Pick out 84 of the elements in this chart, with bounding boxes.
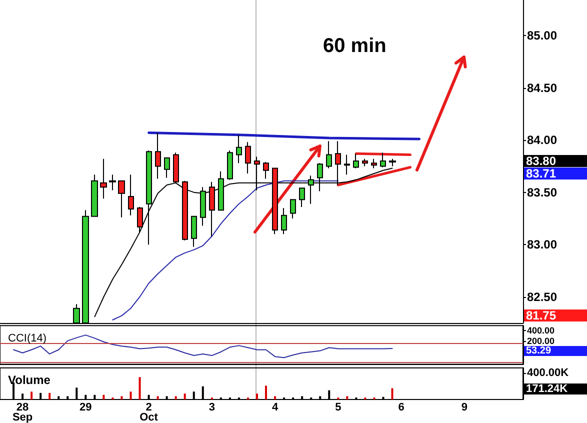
candlestick xyxy=(100,158,107,200)
x-tick-label: 6 xyxy=(398,402,404,414)
candlestick xyxy=(91,174,98,217)
candlestick xyxy=(281,208,287,235)
bar xyxy=(274,396,276,400)
candlestick xyxy=(164,157,170,178)
candlestick xyxy=(218,170,224,211)
bar xyxy=(58,396,60,400)
bar xyxy=(174,396,177,400)
candlestick xyxy=(227,150,233,180)
candlestick xyxy=(263,162,269,180)
bar xyxy=(30,392,33,400)
text: 60 min xyxy=(323,35,386,57)
y-tick-label: 82.50 xyxy=(527,290,558,304)
x-tick-label: 2 Oct xyxy=(140,402,158,423)
bar xyxy=(382,396,384,400)
bar xyxy=(76,388,78,400)
bar xyxy=(319,396,322,400)
x-tick-label: 4 xyxy=(272,402,279,414)
candlestick xyxy=(308,175,314,204)
y-tick-label: 83.00 xyxy=(527,238,558,252)
bar xyxy=(391,388,394,400)
candlestick xyxy=(209,181,215,237)
candlestick xyxy=(118,180,125,218)
candlestick xyxy=(362,158,368,167)
bar xyxy=(40,392,42,400)
y-tick-label: 84.50 xyxy=(527,80,558,95)
bar xyxy=(192,392,195,400)
text: 83.80 xyxy=(526,154,556,168)
bar xyxy=(48,392,51,400)
candlestick xyxy=(353,153,359,169)
text: 171.24K xyxy=(526,383,568,395)
bar xyxy=(156,396,159,400)
candlestick xyxy=(299,188,305,208)
y-tick-label: 200.00 xyxy=(527,336,555,346)
candlestick xyxy=(109,174,116,191)
candlestick xyxy=(245,142,251,174)
text: 83.71 xyxy=(526,166,556,180)
candlestick xyxy=(236,134,242,164)
bar xyxy=(166,396,168,400)
y-tick-label: 85.00 xyxy=(527,28,558,43)
line-series xyxy=(112,180,339,320)
bar xyxy=(202,386,204,400)
x-tick-label: 29 xyxy=(80,402,92,414)
bar xyxy=(301,396,304,400)
candlestick xyxy=(344,154,350,176)
bar xyxy=(138,377,141,400)
candlestick xyxy=(371,158,377,169)
bar xyxy=(94,394,96,400)
candlestick xyxy=(380,152,386,168)
bar xyxy=(346,396,348,400)
candlestick xyxy=(290,199,296,219)
bar xyxy=(22,394,24,400)
x-tick-label: 5 xyxy=(335,402,342,414)
candlestick xyxy=(389,158,396,167)
candlestick xyxy=(155,132,161,180)
bar xyxy=(120,396,123,400)
y-tick-label: 400.00 xyxy=(527,325,555,336)
candlestick xyxy=(191,216,197,248)
x-tick-label: 9 xyxy=(461,402,468,414)
x-tick-label: 3 xyxy=(208,402,215,414)
bar xyxy=(102,394,105,400)
bar xyxy=(130,392,132,400)
candlestick xyxy=(128,174,134,216)
bar xyxy=(328,390,330,400)
bar xyxy=(66,396,69,400)
bar xyxy=(148,394,150,400)
x-tick-label: 28 Sep xyxy=(12,402,33,423)
y-tick-label: 83.50 xyxy=(527,185,558,200)
bar xyxy=(265,386,268,400)
text: 81.75 xyxy=(526,308,556,322)
candlestick xyxy=(200,186,206,226)
text: CCI(14) xyxy=(8,332,47,344)
bar xyxy=(84,394,87,400)
line-series xyxy=(148,132,421,140)
candlestick xyxy=(182,180,188,241)
y-tick-label: 400.00K xyxy=(527,367,569,380)
bar xyxy=(256,394,258,400)
bar xyxy=(184,394,186,400)
candlestick xyxy=(326,140,332,169)
y-tick-label: 84.00 xyxy=(527,133,558,148)
text: Volume xyxy=(8,373,51,387)
candlestick xyxy=(137,206,143,233)
text: 53.29 xyxy=(526,346,552,356)
